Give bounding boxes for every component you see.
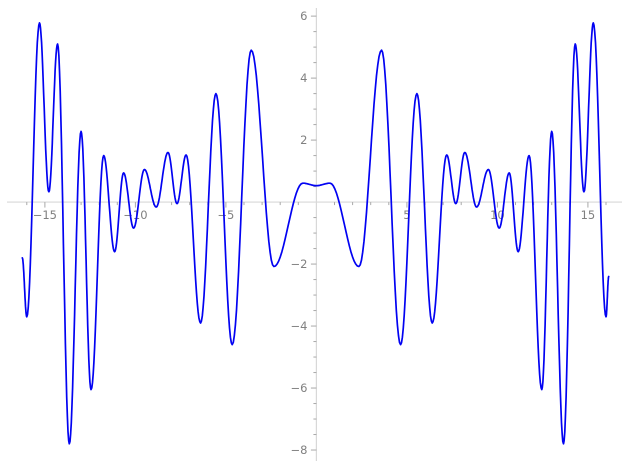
x-tick-label: 15: [581, 208, 596, 222]
y-tick-label: −8: [290, 443, 307, 457]
y-tick-label: −6: [290, 381, 307, 395]
x-tick-label: −5: [217, 208, 234, 222]
y-tick-label: −4: [290, 319, 307, 333]
y-tick-label: −2: [290, 257, 307, 271]
y-tick-label: 4: [300, 71, 307, 85]
x-tick-label: −15: [33, 208, 57, 222]
function-curve: [21, 22, 610, 445]
x-tick-label: 10: [490, 208, 505, 222]
y-tick-label: 6: [300, 9, 307, 23]
x-tick-label: 5: [403, 208, 410, 222]
y-tick-label: 2: [300, 133, 307, 147]
